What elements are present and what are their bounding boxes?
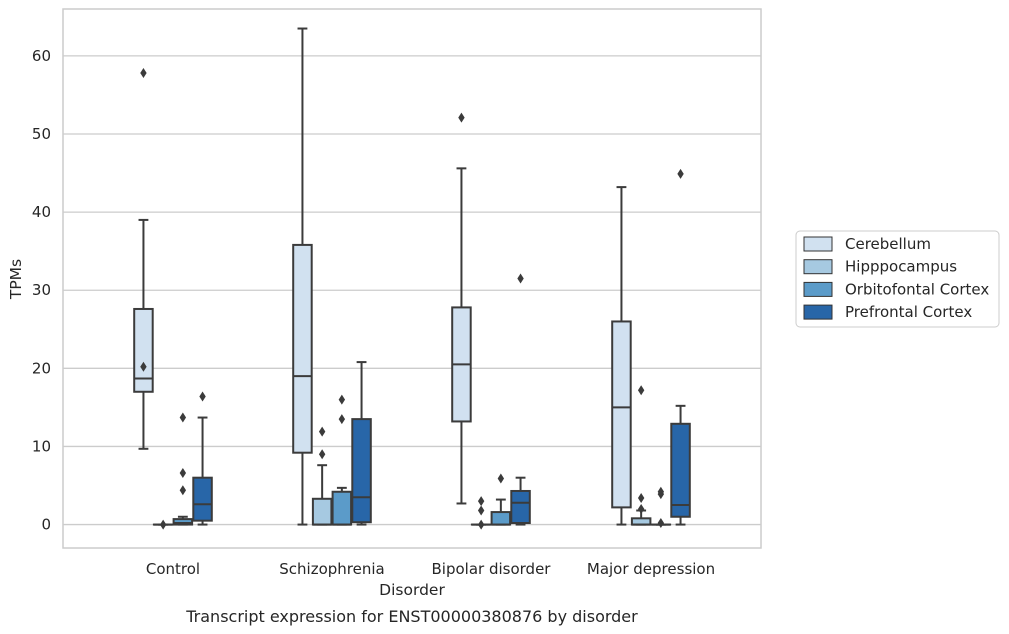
legend: Cerebellum Hipppocampus Orbitofontal Corte… [795, 230, 1000, 328]
box-group [650, 486, 672, 529]
x-axis-ticks: Control Schizophrenia Bipolar disorder Majo… [146, 560, 715, 578]
box-group [192, 391, 213, 526]
x-axis-label: Disorder [379, 581, 445, 599]
x-tick-label: Bipolar disorder [432, 560, 552, 578]
outlier-point [458, 112, 465, 123]
outlier-point [477, 505, 485, 516]
outlier-point [159, 519, 167, 530]
outlier-point [140, 68, 147, 79]
box-iqr [490, 511, 512, 526]
outlier-point [318, 449, 326, 460]
outlier-point [338, 414, 346, 425]
box-iqr [311, 497, 333, 526]
y-tick-label: 20 [32, 359, 51, 377]
y-tick-label: 30 [32, 281, 51, 299]
outlier-point [657, 486, 665, 497]
x-tick-label: Control [146, 560, 200, 578]
legend-entry-label: Cerebellum [845, 235, 931, 253]
figure-caption: Transcript expression for ENST0000038087… [185, 607, 638, 626]
y-axis-ticks: 0 10 20 30 40 50 60 [32, 47, 51, 534]
outlier-point [637, 503, 645, 514]
legend-swatch [803, 281, 833, 297]
box-group [351, 361, 372, 526]
outlier-point [497, 473, 505, 484]
box-group [611, 186, 632, 526]
outlier-point [338, 394, 346, 405]
box-group [152, 519, 174, 530]
box-iqr [292, 243, 313, 454]
box-iqr [172, 518, 194, 526]
box-group [470, 496, 492, 530]
box-iqr [611, 320, 632, 509]
y-tick-label: 40 [32, 203, 51, 221]
x-tick-label: Major depression [587, 560, 715, 578]
y-tick-label: 50 [32, 125, 51, 143]
outlier-point [179, 485, 187, 496]
box-group [490, 473, 512, 526]
outlier-point [657, 518, 665, 529]
box-groups [133, 27, 691, 530]
box-iqr [133, 307, 154, 393]
box-group [451, 112, 472, 505]
box-group [670, 168, 691, 526]
outlier-point [199, 391, 206, 402]
outlier-point [677, 168, 684, 179]
outlier-point [517, 273, 524, 284]
box-iqr [331, 490, 353, 526]
legend-swatch [803, 304, 833, 320]
box-group [510, 273, 531, 526]
y-tick-label: 60 [32, 47, 51, 65]
outlier-point [140, 361, 147, 372]
y-axis-label: TPMs [7, 259, 25, 300]
box-iqr [670, 422, 691, 518]
x-tick-label: Schizophrenia [279, 560, 384, 578]
box-group [331, 394, 353, 526]
outlier-point [637, 385, 645, 396]
grid-lines [63, 55, 761, 526]
outlier-point [477, 519, 485, 530]
box-group [133, 68, 154, 450]
legend-entry-label: Orbitofontal Cortex [845, 280, 989, 298]
box-iqr [192, 476, 213, 522]
y-tick-label: 0 [41, 516, 51, 534]
outlier-point [637, 493, 645, 504]
box-group [292, 27, 313, 526]
legend-swatch [803, 236, 833, 252]
outlier-point [179, 468, 187, 479]
plot-area-frame [62, 8, 762, 549]
outlier-point [477, 496, 485, 507]
box-group [172, 412, 194, 526]
box-iqr [351, 418, 372, 524]
y-tick-label: 10 [32, 437, 51, 455]
box-group [311, 426, 333, 526]
box-iqr [510, 489, 531, 525]
legend-entry-label: Hipppocampus [845, 258, 957, 276]
outlier-point [179, 412, 187, 423]
legend-swatch [803, 259, 833, 275]
outlier-point [318, 426, 326, 437]
legend-frame [795, 230, 1000, 328]
legend-entry-label: Prefrontal Cortex [845, 303, 972, 321]
box-group [630, 385, 652, 526]
